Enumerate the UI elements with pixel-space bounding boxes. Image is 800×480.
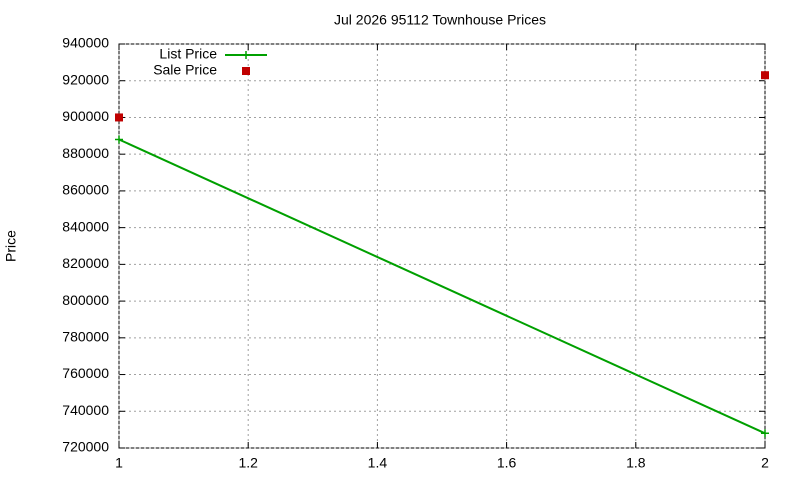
series-line [118,138,766,435]
y-tick-label: 940000 [62,35,109,51]
point [761,71,769,80]
y-tick-label: 880000 [62,145,109,161]
y-tick-label: 840000 [62,218,109,234]
y-axis-label: Price [3,230,19,262]
plot-border [118,43,766,449]
y-tick-label: 920000 [62,71,109,87]
point [115,113,123,122]
x-tick-label: 2 [761,455,769,471]
y-tick-label: 900000 [62,108,109,124]
legend-marker [242,67,250,75]
y-tick-label: 820000 [62,255,109,271]
x-tick-label: 1.6 [497,455,517,471]
y-tick-label: 860000 [62,182,109,198]
x-tick-label: 1.2 [238,455,258,471]
x-tick-label: 1.8 [626,455,646,471]
point [761,429,769,438]
y-tick-label: 740000 [62,402,109,418]
legend-label: Sale Price [153,62,217,78]
y-tick-label: 720000 [62,439,109,455]
x-tick-label: 1.4 [368,455,388,471]
legend-label: List Price [159,46,217,62]
x-tick-label: 1 [115,455,123,471]
point [115,135,123,144]
chart-title: Jul 2026 95112 Townhouse Prices [334,12,546,28]
legend-marker [242,51,250,59]
y-tick-label: 760000 [62,365,109,381]
y-tick-label: 780000 [62,329,109,345]
y-tick-label: 800000 [62,292,109,308]
